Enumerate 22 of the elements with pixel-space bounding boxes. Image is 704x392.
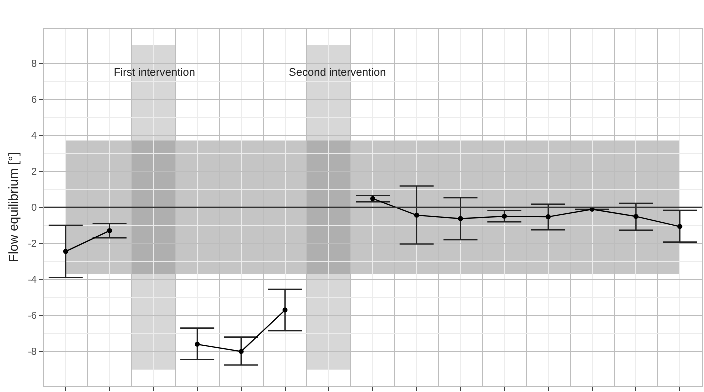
point	[546, 214, 551, 220]
y-tick-label: 6	[31, 94, 38, 106]
point	[414, 212, 420, 218]
y-tick-label: 8	[31, 58, 38, 70]
point	[282, 308, 288, 313]
y-tick-label: 4	[31, 130, 38, 142]
point	[678, 224, 683, 230]
point	[634, 214, 639, 220]
y-tick-label: -6	[28, 311, 38, 322]
y-axis-title: Flow equilibrium [°]	[6, 152, 22, 262]
point	[238, 349, 244, 354]
point	[458, 216, 464, 222]
y-tick-label: -2	[28, 239, 38, 250]
y-tick-label: 2	[31, 166, 38, 178]
y-tick-label: 0	[31, 203, 38, 214]
annotation: First intervention	[114, 67, 196, 79]
y-tick-label: -4	[28, 275, 38, 286]
point	[370, 196, 376, 202]
annotation: Second intervention	[289, 67, 386, 79]
point	[502, 214, 508, 220]
point	[195, 342, 200, 348]
y-tick-label: -8	[28, 347, 38, 358]
